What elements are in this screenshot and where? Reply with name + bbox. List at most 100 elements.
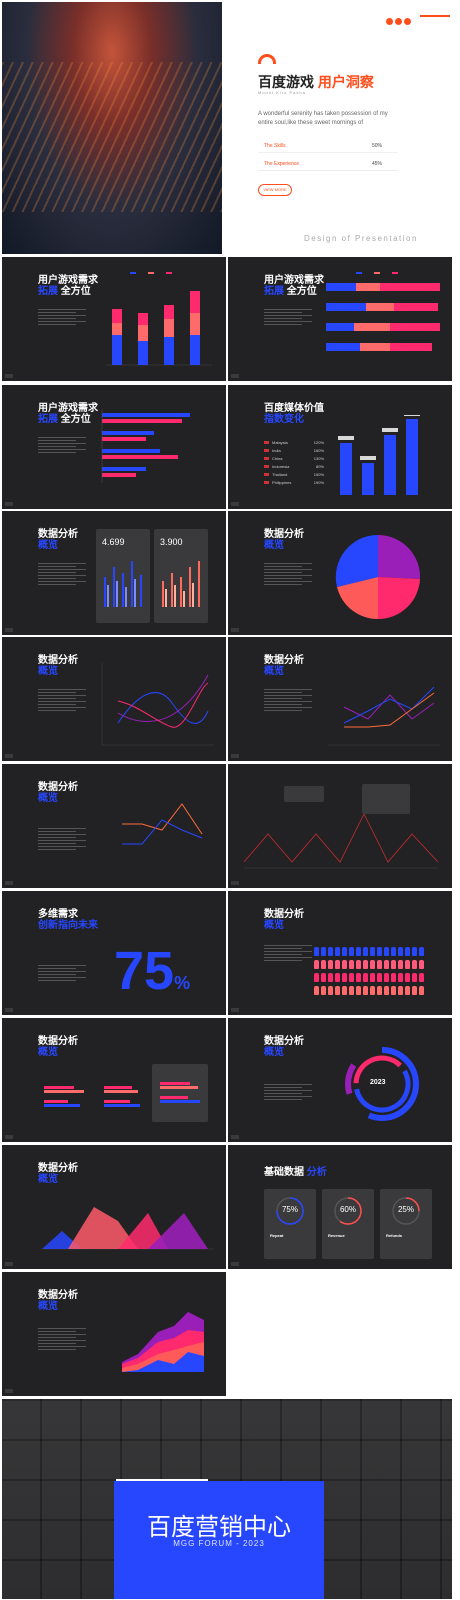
country-row: Indonesia 80% xyxy=(264,464,324,472)
mini-bars-left xyxy=(44,1086,84,1107)
person-icon xyxy=(328,960,333,969)
person-icon xyxy=(370,960,375,969)
skills-row: The Skills 50% xyxy=(258,140,398,153)
photo-lights xyxy=(2,62,222,212)
person-icon xyxy=(370,973,375,982)
slide-title: 数据分析 xyxy=(38,1036,78,1047)
pie-chart xyxy=(335,534,421,620)
cover-slide: 百度游戏 用户洞察 Mount Kiro Pasha A wonderful s… xyxy=(2,2,452,254)
country-name: Thailand xyxy=(272,472,288,477)
slide-sub: 拓展 全方位 xyxy=(38,414,91,425)
card-right: 3.900 xyxy=(154,529,208,623)
person-icon xyxy=(391,986,396,995)
people-row xyxy=(314,969,444,982)
experience-value: 45% xyxy=(371,161,382,167)
flag-icon xyxy=(264,457,269,461)
slide-title: 数据分析 xyxy=(38,782,78,793)
slide-title: 用户游戏需求 xyxy=(38,403,98,414)
dots-icon xyxy=(386,12,411,30)
person-icon xyxy=(384,960,389,969)
stacked-hbar-chart xyxy=(326,272,440,351)
gauge-ring xyxy=(334,1197,362,1225)
small-line-chart xyxy=(122,803,203,845)
hbar-2 xyxy=(326,303,438,311)
hbar-3 xyxy=(326,323,440,331)
person-icon xyxy=(314,947,319,956)
person-icon xyxy=(391,947,396,956)
flag-icon xyxy=(264,465,269,469)
text-lines xyxy=(264,309,312,327)
person-icon xyxy=(335,973,340,982)
series-orange xyxy=(344,692,435,728)
media-bar xyxy=(340,443,352,495)
series-blue xyxy=(122,819,203,845)
mini-bars-mid xyxy=(104,1086,140,1107)
person-icon xyxy=(419,960,424,969)
person-icon xyxy=(391,973,396,982)
person-icon xyxy=(349,947,354,956)
slide-basic-data: 基础数据 分析 75% Repeat 60% Revenue 25% Refunds xyxy=(228,1145,452,1269)
text-lines xyxy=(264,689,312,713)
view-more-button[interactable]: VIEW MORE xyxy=(258,184,292,196)
gauge-ring xyxy=(276,1197,304,1225)
bar-label-tag xyxy=(404,415,420,416)
slide-sub: 概览 xyxy=(264,666,284,677)
media-bar xyxy=(406,419,418,495)
country-row: China 130% xyxy=(264,456,324,464)
slide-demand-stacked-vertical: 用户游戏需求 拓展 全方位 xyxy=(2,257,226,381)
person-icon xyxy=(321,947,326,956)
pie-slice-pink xyxy=(378,577,420,619)
person-icon xyxy=(405,973,410,982)
text-lines xyxy=(38,309,86,327)
slide-title: 多维需求 xyxy=(38,909,78,920)
arch-icon xyxy=(258,54,276,64)
person-icon xyxy=(314,973,319,982)
grouped-hbar-chart xyxy=(101,409,190,483)
country-list: Malaysia 120% India 160% China 130% Indonesia 8… xyxy=(264,440,324,488)
country-name: Malaysia xyxy=(272,440,288,445)
text-lines xyxy=(38,689,86,713)
area-pink xyxy=(118,1213,168,1249)
slide-title: 数据分析 xyxy=(38,529,78,540)
slide-sub: 拓展 全方位 xyxy=(264,286,317,297)
text-lines xyxy=(38,437,86,455)
series-orange xyxy=(122,803,203,835)
person-icon xyxy=(412,947,417,956)
end-banner: 百度营销中心 MGG FORUM - 2023 xyxy=(114,1481,324,1599)
person-icon xyxy=(370,986,375,995)
bar-label-tag xyxy=(382,428,398,432)
country-value: 120% xyxy=(313,440,324,445)
slide-sub: 指数变化 xyxy=(264,414,304,425)
end-slide: 百度营销中心 MGG FORUM - 2023 xyxy=(2,1399,452,1599)
slide-analysis-cards: 数据分析 概览 4.699 3.900 xyxy=(2,511,226,635)
flag-icon xyxy=(264,441,269,445)
country-name: Indonesia xyxy=(272,464,290,469)
slide-title: 数据分析 xyxy=(264,529,304,540)
slide-analysis-mini-bars: 数据分析 概览 xyxy=(2,1018,226,1142)
slide-demand-stacked-horizontal: 用户游戏需求 拓展 全方位 xyxy=(228,257,452,381)
slide-sub: 概览 xyxy=(38,540,58,551)
slide-title: 数据分析 xyxy=(264,909,304,920)
pie-slice-blue xyxy=(335,534,378,587)
slide-multi-demand: 多维需求 创新指向未来 75% xyxy=(2,891,226,1015)
slide-analysis-curves: 数据分析 概览 xyxy=(2,637,226,761)
country-name: Philippines xyxy=(272,480,292,485)
person-icon xyxy=(398,973,403,982)
slide-sub: 概览 xyxy=(38,793,58,804)
bar-group-1 xyxy=(112,309,122,365)
person-icon xyxy=(363,960,368,969)
cover-title-a: 百度游戏 xyxy=(258,74,314,90)
country-value: 150% xyxy=(313,472,324,477)
gauge-value: 60% xyxy=(339,1205,356,1214)
skills-value: 50% xyxy=(371,143,382,149)
gauge-card: 75% Repeat xyxy=(264,1189,316,1259)
slide-sub: 概览 xyxy=(38,1174,58,1185)
slide-sub: 概览 xyxy=(264,1047,284,1058)
person-icon xyxy=(412,986,417,995)
polyline-chart xyxy=(328,686,440,746)
cover-desc: A wonderful serenity has taken possessio… xyxy=(258,111,388,126)
gauge-card: 25% Refunds xyxy=(380,1189,432,1259)
gauge-card: 60% Revenue xyxy=(322,1189,374,1259)
legend-2 xyxy=(148,272,154,274)
person-icon xyxy=(335,960,340,969)
